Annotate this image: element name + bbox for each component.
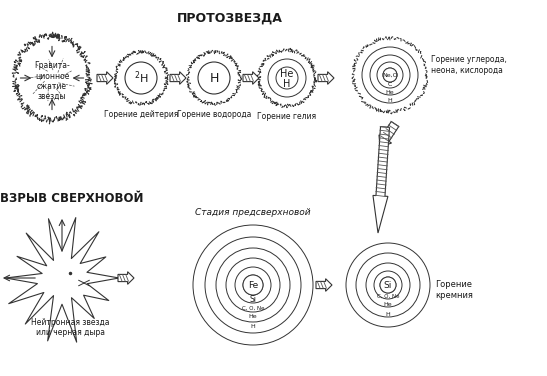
Polygon shape — [318, 72, 334, 84]
Text: H: H — [251, 324, 255, 329]
Text: Горение дейтерия: Горение дейтерия — [104, 110, 178, 119]
Polygon shape — [118, 272, 134, 284]
Text: Si: Si — [249, 294, 257, 303]
Text: Стадия предсверхновой: Стадия предсверхновой — [195, 208, 311, 217]
Text: He: He — [386, 89, 394, 94]
Text: Горение гелия: Горение гелия — [258, 112, 317, 121]
Text: Fe: Fe — [248, 280, 258, 290]
Circle shape — [383, 68, 397, 82]
Text: Горение
кремния: Горение кремния — [435, 280, 473, 300]
Text: ПРОТОЗВЕЗДА: ПРОТОЗВЕЗДА — [177, 12, 283, 25]
Polygon shape — [316, 279, 332, 291]
Circle shape — [125, 62, 157, 94]
Text: Горение водорода: Горение водорода — [177, 110, 251, 119]
Text: He: He — [249, 314, 257, 320]
Polygon shape — [170, 72, 186, 84]
Circle shape — [243, 275, 263, 295]
Circle shape — [276, 67, 298, 89]
Polygon shape — [379, 121, 399, 147]
Circle shape — [198, 62, 230, 94]
Text: Горение углерода,
неона, кислорода: Горение углерода, неона, кислорода — [431, 55, 507, 75]
Text: Ne,O: Ne,O — [382, 73, 398, 77]
Text: He: He — [383, 303, 392, 308]
Text: He: He — [280, 69, 294, 79]
Text: C: C — [388, 82, 392, 87]
Circle shape — [383, 68, 397, 82]
Text: ВЗРЫВ СВЕРХНОВОЙ: ВЗРЫВ СВЕРХНОВОЙ — [0, 192, 144, 205]
Text: H: H — [210, 71, 219, 85]
Text: H: H — [386, 312, 391, 317]
Text: H: H — [388, 97, 392, 103]
Circle shape — [268, 59, 306, 97]
Text: Гравита-
ционное
сжатие
звезды: Гравита- ционное сжатие звезды — [34, 61, 70, 101]
Polygon shape — [97, 72, 113, 84]
Polygon shape — [243, 72, 259, 84]
Circle shape — [380, 277, 396, 293]
Text: C, O, Ne: C, O, Ne — [377, 294, 399, 299]
Text: $^2$H: $^2$H — [133, 70, 148, 86]
Text: Si: Si — [384, 280, 392, 290]
Text: C, O, Ne: C, O, Ne — [242, 305, 264, 311]
Polygon shape — [373, 127, 389, 233]
Text: H: H — [283, 79, 290, 89]
Text: Нейтронная звезда
или черная дыра: Нейтронная звезда или черная дыра — [31, 318, 109, 337]
